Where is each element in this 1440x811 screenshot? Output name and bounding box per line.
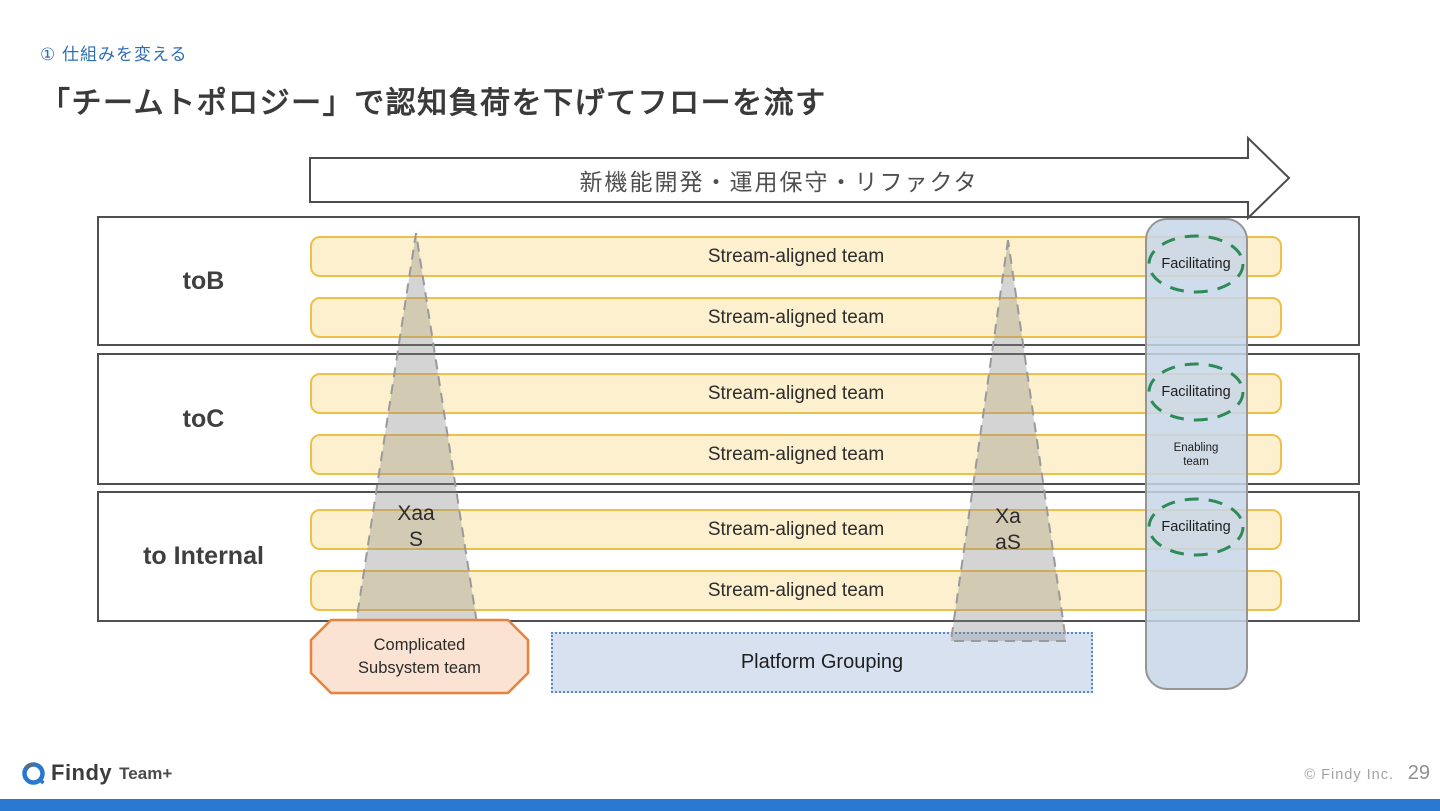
brand-name: Findy [51,760,113,785]
complicated-subsystem-label: Complicated Subsystem team [358,636,481,677]
section-eyebrow: ① 仕組みを変える [40,45,188,64]
stream-aligned-team-bar: Stream-aligned team [310,236,1282,277]
product-name: Team+ [119,764,173,783]
findy-logo: Findy Team+ [22,760,173,785]
platform-grouping-box: Platform Grouping [551,632,1093,693]
stream-aligned-team-bar: Stream-aligned team [310,434,1282,475]
facilitating-label: Facilitating [1161,519,1231,535]
xaas-label-right: Xa aS [995,505,1021,555]
stream-aligned-team-bar: Stream-aligned team [310,570,1282,611]
group-label-tob: toB [182,266,225,295]
group-label-toc: toC [182,404,225,433]
footer-accent-bar [0,799,1440,811]
flow-arrow-label: 新機能開発・運用保守・リファクタ [579,169,979,195]
platform-team-column [1145,218,1248,690]
copyright-text: © Findy Inc. [1304,767,1394,783]
stream-aligned-team-bar: Stream-aligned team [310,373,1282,414]
facilitating-label: Facilitating [1161,384,1231,400]
facilitating-label: Facilitating [1161,256,1231,272]
xaas-label-left: Xaa S [397,502,435,552]
findy-logo-icon [22,761,45,785]
stream-aligned-team-bar: Stream-aligned team [310,297,1282,338]
page-title: 「チームトポロジー」で認知負荷を下げてフローを流す [40,87,827,120]
page-number: 29 [1407,762,1430,784]
enabling-team-label: Enabling team [1173,442,1219,469]
group-label-to-internal: to Internal [143,542,264,571]
